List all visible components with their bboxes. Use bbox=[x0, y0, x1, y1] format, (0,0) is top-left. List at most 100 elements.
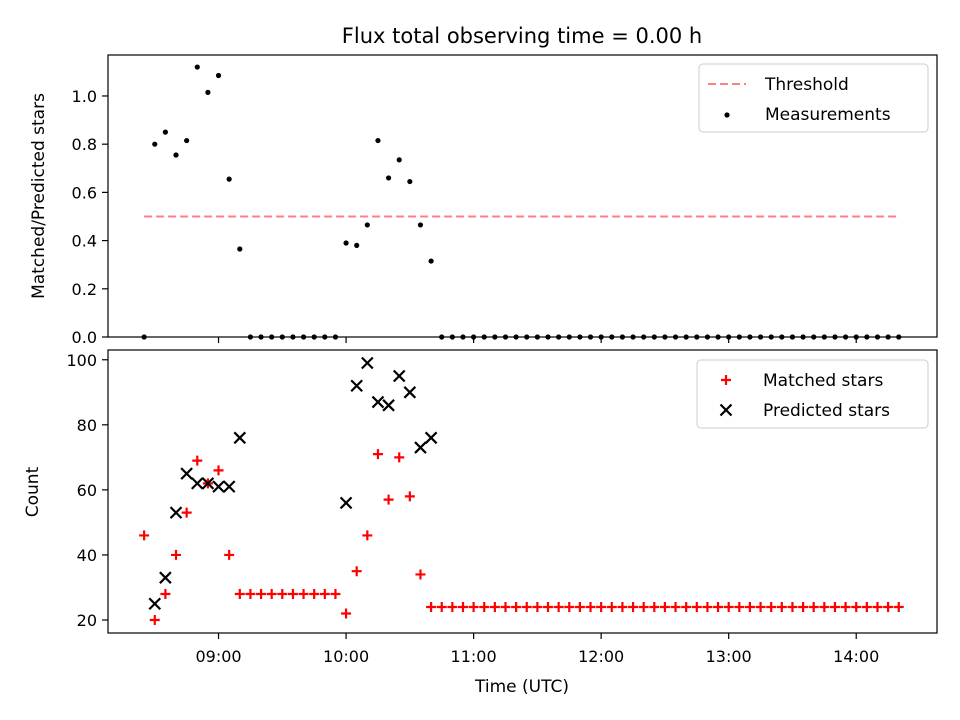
predicted-star-point bbox=[212, 480, 225, 493]
predicted-star-point bbox=[148, 597, 162, 611]
matched-star-point bbox=[553, 601, 564, 612]
top-series-layer bbox=[141, 64, 902, 340]
matched-star-point bbox=[372, 449, 383, 460]
chart-title: Flux total observing time = 0.00 h bbox=[342, 24, 702, 48]
matched-star-point bbox=[649, 601, 660, 612]
measurement-point bbox=[279, 334, 285, 340]
matched-star-point bbox=[139, 530, 150, 541]
matched-star-point bbox=[574, 601, 585, 612]
matched-star-point bbox=[585, 601, 596, 612]
measurement-point bbox=[609, 334, 615, 340]
measurement-point bbox=[439, 334, 445, 340]
matched-star-point bbox=[713, 601, 724, 612]
predicted-star-point bbox=[222, 480, 236, 493]
measurement-point bbox=[704, 334, 711, 340]
matched-star-point bbox=[500, 601, 511, 612]
matched-star-point bbox=[266, 588, 277, 599]
matched-star-point bbox=[394, 452, 405, 463]
matched-star-point bbox=[702, 601, 713, 612]
measurement-point bbox=[587, 334, 594, 340]
measurement-point bbox=[417, 222, 424, 228]
measurement-point bbox=[247, 334, 254, 340]
measurement-point bbox=[173, 152, 179, 158]
measurement-point bbox=[332, 334, 339, 340]
matched-star-point bbox=[479, 601, 490, 612]
matched-star-point bbox=[234, 588, 245, 599]
measurement-point bbox=[471, 334, 477, 340]
measurement-point bbox=[152, 141, 158, 147]
y-tick-label: 60 bbox=[77, 481, 97, 500]
legend-measurements-label: Measurements bbox=[765, 105, 891, 125]
legend-matched-label: Matched stars bbox=[763, 371, 883, 391]
measurement-point bbox=[141, 334, 147, 340]
predicted-star-point bbox=[424, 431, 438, 445]
matched-star-point bbox=[787, 601, 798, 612]
matched-star-point bbox=[468, 601, 479, 612]
top-legend: Threshold Measurements bbox=[698, 63, 929, 133]
y-tick-label: 100 bbox=[66, 351, 97, 370]
predicted-star-point bbox=[392, 369, 406, 383]
matched-star-point bbox=[160, 588, 171, 599]
y-tick-label: 1.0 bbox=[72, 87, 97, 106]
matched-star-point bbox=[628, 601, 639, 612]
matched-star-point bbox=[755, 601, 766, 612]
bottom-x-axis-label: Time (UTC) bbox=[474, 677, 569, 697]
measurement-point bbox=[375, 137, 381, 144]
measurement-point bbox=[662, 334, 668, 340]
measurement-point bbox=[524, 334, 530, 340]
measurement-point bbox=[800, 334, 806, 340]
measurement-point bbox=[534, 334, 540, 340]
bottom-y-axis-label: Count bbox=[23, 466, 43, 517]
matched-star-point bbox=[596, 601, 607, 612]
matched-star-point bbox=[426, 601, 437, 612]
measurement-point bbox=[513, 334, 519, 340]
matched-star-point bbox=[829, 601, 840, 612]
matched-star-point bbox=[766, 601, 777, 612]
x-tick-label: 09:00 bbox=[195, 647, 241, 666]
measurement-point bbox=[460, 334, 466, 340]
measurement-point bbox=[343, 240, 349, 246]
bottom-panel: 20 40 60 80 100 09:00 10:00 11:00 12:00 13:00 14:… bbox=[23, 349, 938, 697]
matched-star-point bbox=[659, 601, 670, 612]
top-y-axis: 0.0 0.2 0.4 0.6 0.8 1.0 bbox=[72, 87, 108, 347]
matched-star-point bbox=[245, 588, 256, 599]
matched-star-point bbox=[351, 566, 362, 577]
measurement-point bbox=[481, 334, 487, 340]
predicted-star-point bbox=[201, 477, 215, 490]
matched-star-point bbox=[415, 569, 426, 580]
measurement-point bbox=[694, 334, 700, 340]
x-tick-label: 12:00 bbox=[578, 647, 624, 666]
measurement-point bbox=[364, 222, 370, 228]
bottom-legend: Matched stars Predicted stars bbox=[696, 359, 929, 429]
measurement-point bbox=[354, 242, 360, 249]
predicted-star-point bbox=[350, 379, 363, 393]
measurement-point bbox=[162, 129, 168, 135]
matched-star-point bbox=[404, 491, 415, 502]
measurement-point bbox=[502, 334, 509, 340]
measurement-point bbox=[630, 334, 636, 340]
measurement-point bbox=[641, 334, 647, 340]
matched-star-point bbox=[149, 614, 160, 625]
matched-star-point bbox=[256, 588, 267, 599]
measurement-point bbox=[396, 157, 402, 163]
matched-star-point bbox=[213, 465, 224, 476]
measurement-point bbox=[619, 334, 626, 340]
matched-star-point bbox=[383, 494, 394, 505]
measurement-point bbox=[184, 137, 190, 144]
measurement-point bbox=[874, 334, 881, 340]
y-tick-label: 0.6 bbox=[72, 183, 97, 202]
measurement-point bbox=[226, 176, 232, 182]
x-tick-label: 13:00 bbox=[706, 647, 752, 666]
measurement-point bbox=[194, 64, 200, 70]
matched-star-point bbox=[872, 601, 883, 612]
measurement-point bbox=[779, 334, 785, 340]
matched-star-point bbox=[521, 601, 532, 612]
measurement-point bbox=[853, 334, 859, 340]
matched-star-point bbox=[543, 601, 554, 612]
matched-star-point bbox=[287, 588, 298, 599]
matched-star-point bbox=[298, 588, 309, 599]
x-tick-label: 14:00 bbox=[833, 647, 879, 666]
predicted-star-point bbox=[403, 386, 417, 399]
predicted-star-point bbox=[414, 441, 427, 454]
measurement-point bbox=[407, 178, 413, 185]
